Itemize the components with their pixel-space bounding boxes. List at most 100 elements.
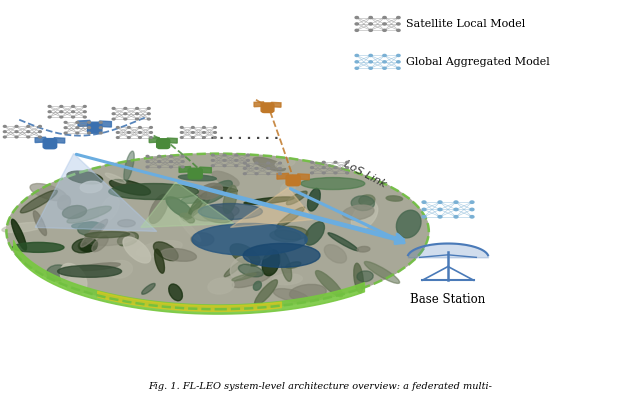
Ellipse shape: [109, 180, 150, 195]
Circle shape: [203, 137, 205, 138]
Circle shape: [246, 154, 250, 156]
Ellipse shape: [273, 288, 308, 302]
Ellipse shape: [364, 261, 399, 283]
Ellipse shape: [256, 259, 282, 273]
Circle shape: [334, 167, 337, 168]
Circle shape: [124, 113, 127, 115]
Ellipse shape: [80, 181, 102, 193]
Ellipse shape: [386, 196, 403, 201]
Circle shape: [346, 161, 349, 163]
Circle shape: [470, 215, 474, 218]
Ellipse shape: [351, 201, 378, 230]
Polygon shape: [230, 188, 314, 227]
Ellipse shape: [328, 233, 358, 251]
Circle shape: [181, 166, 184, 168]
Circle shape: [214, 137, 216, 138]
Circle shape: [15, 136, 18, 138]
Ellipse shape: [238, 264, 263, 277]
Polygon shape: [35, 154, 157, 231]
Circle shape: [214, 132, 216, 133]
Ellipse shape: [109, 184, 198, 200]
Polygon shape: [200, 167, 211, 173]
Circle shape: [88, 121, 90, 123]
Circle shape: [223, 160, 226, 161]
Ellipse shape: [244, 197, 294, 204]
Ellipse shape: [20, 190, 58, 213]
Ellipse shape: [67, 206, 111, 223]
Ellipse shape: [63, 205, 86, 219]
Circle shape: [83, 116, 86, 118]
Circle shape: [127, 132, 130, 133]
Ellipse shape: [60, 263, 87, 294]
Circle shape: [438, 215, 442, 218]
Circle shape: [124, 107, 127, 109]
Circle shape: [136, 113, 138, 115]
Circle shape: [116, 137, 119, 138]
Circle shape: [383, 16, 386, 19]
Ellipse shape: [224, 260, 244, 277]
Ellipse shape: [67, 171, 102, 184]
Ellipse shape: [324, 245, 346, 263]
FancyBboxPatch shape: [157, 139, 170, 148]
Polygon shape: [78, 120, 90, 126]
Ellipse shape: [208, 187, 237, 192]
Circle shape: [146, 155, 149, 157]
Ellipse shape: [80, 242, 97, 252]
Circle shape: [310, 172, 314, 174]
Ellipse shape: [359, 195, 375, 206]
Circle shape: [223, 154, 226, 156]
Circle shape: [48, 105, 51, 107]
FancyArrowPatch shape: [179, 182, 404, 243]
Ellipse shape: [253, 281, 261, 290]
Circle shape: [60, 105, 63, 107]
Circle shape: [112, 107, 115, 109]
Ellipse shape: [58, 265, 122, 277]
Ellipse shape: [351, 196, 374, 211]
Circle shape: [38, 125, 42, 127]
Ellipse shape: [275, 159, 295, 168]
Circle shape: [470, 201, 474, 203]
Ellipse shape: [208, 278, 234, 294]
Circle shape: [99, 127, 102, 128]
Circle shape: [112, 118, 115, 120]
Circle shape: [267, 162, 269, 164]
Circle shape: [72, 111, 74, 113]
Ellipse shape: [86, 231, 134, 246]
Circle shape: [170, 161, 172, 162]
Circle shape: [83, 111, 86, 113]
Circle shape: [116, 126, 119, 128]
Circle shape: [369, 29, 372, 32]
Ellipse shape: [301, 178, 365, 190]
Circle shape: [136, 118, 138, 120]
Ellipse shape: [230, 257, 250, 279]
Polygon shape: [254, 102, 264, 107]
Ellipse shape: [149, 194, 168, 223]
Circle shape: [88, 127, 90, 128]
Ellipse shape: [201, 206, 234, 223]
Circle shape: [369, 23, 372, 25]
Text: Fig. 1. FL-LEO system-level architecture overview: a federated multi-: Fig. 1. FL-LEO system-level architecture…: [148, 382, 492, 391]
Circle shape: [158, 166, 161, 168]
Ellipse shape: [273, 274, 302, 285]
Circle shape: [369, 54, 372, 57]
Circle shape: [235, 160, 237, 161]
Circle shape: [278, 173, 282, 175]
Ellipse shape: [166, 197, 193, 218]
Circle shape: [147, 118, 150, 120]
Circle shape: [116, 132, 119, 133]
Circle shape: [76, 132, 79, 134]
Circle shape: [124, 118, 127, 120]
Circle shape: [397, 29, 400, 32]
Circle shape: [15, 125, 18, 127]
Circle shape: [454, 215, 458, 218]
Ellipse shape: [316, 271, 342, 297]
Circle shape: [150, 126, 152, 128]
Circle shape: [180, 132, 183, 133]
Circle shape: [127, 137, 130, 138]
Circle shape: [223, 165, 226, 167]
Circle shape: [211, 165, 214, 167]
Ellipse shape: [107, 261, 132, 278]
Ellipse shape: [255, 280, 278, 305]
Ellipse shape: [243, 243, 320, 267]
Circle shape: [64, 121, 67, 123]
